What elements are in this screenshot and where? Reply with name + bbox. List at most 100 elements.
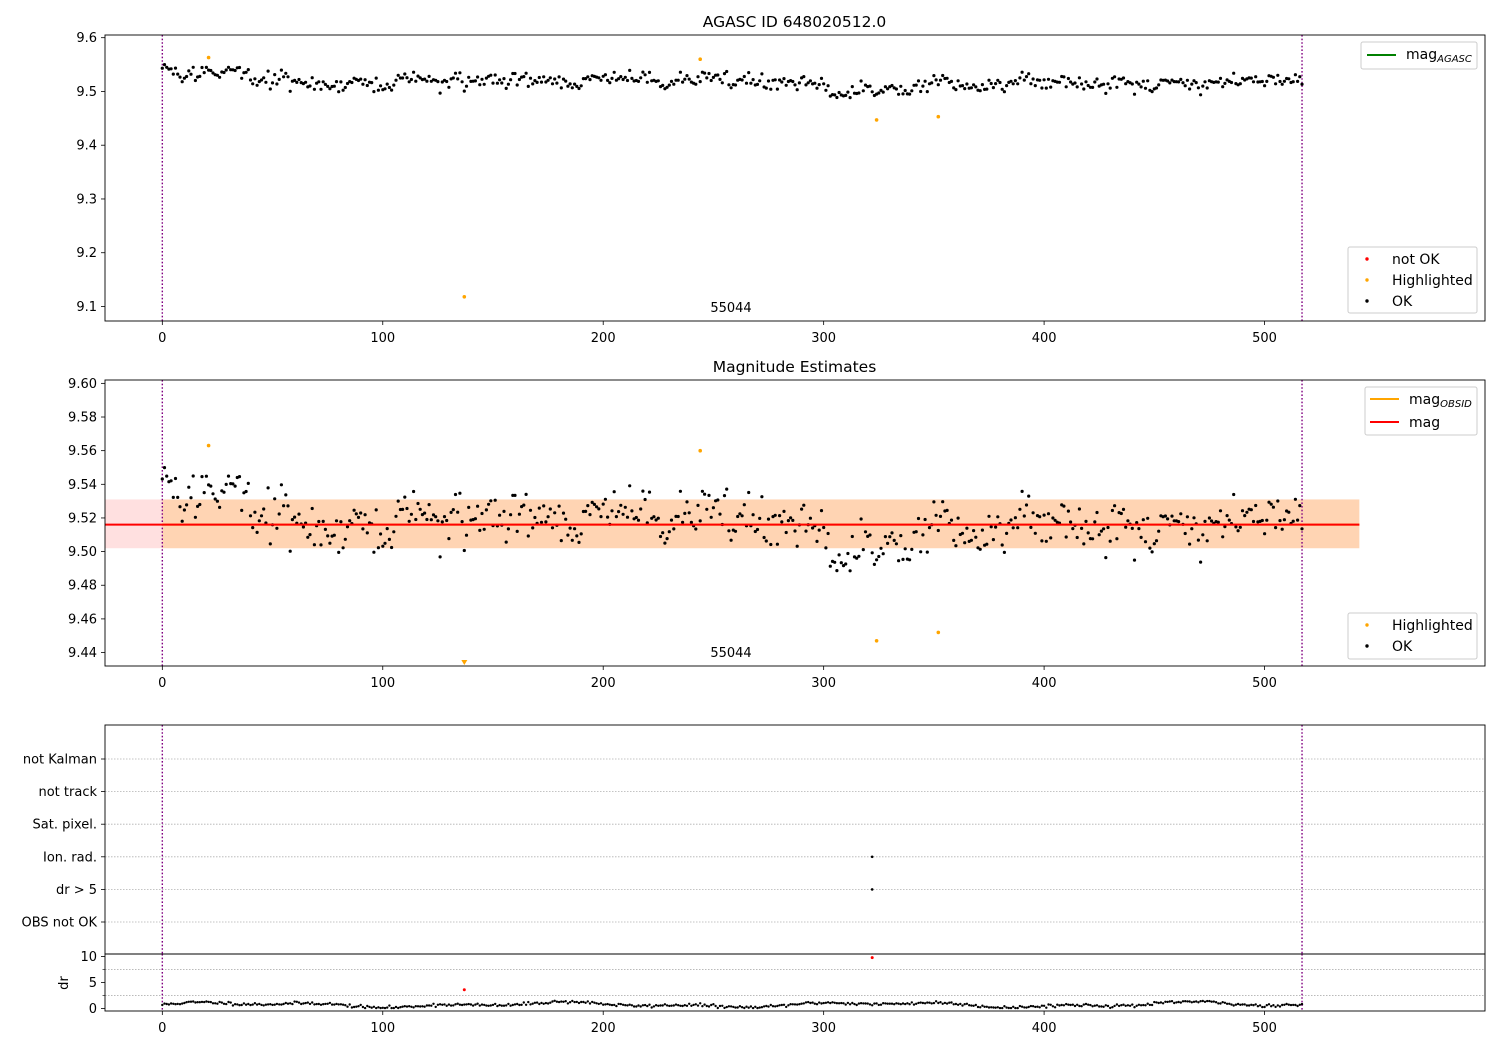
magnitude-ok-point	[339, 520, 343, 524]
agasc-ok-point	[1121, 76, 1126, 80]
dr-ok-point	[319, 1003, 323, 1006]
agasc-ok-point	[573, 82, 577, 86]
dr-ok-point	[438, 1003, 442, 1006]
agasc-ok-point	[506, 82, 510, 86]
magnitude-ok-point	[698, 519, 702, 523]
magnitude-ok-point	[1240, 509, 1245, 513]
dr-ok-point	[324, 1002, 327, 1006]
agasc-ok-point	[599, 78, 603, 82]
magnitude-ok-point	[577, 540, 581, 545]
magnitude-ok-point	[725, 487, 729, 491]
dr-ok-point	[677, 1004, 680, 1007]
dr-notok-point	[870, 956, 874, 960]
dr-ok-point	[950, 1001, 953, 1004]
dr-ok-point	[555, 1000, 559, 1003]
flags-category-label: not Kalman	[23, 753, 97, 768]
magnitude-ok-point	[321, 519, 325, 524]
agasc-ok-point	[409, 77, 413, 82]
magnitude-ok-point	[511, 493, 515, 497]
magnitude-ok-point	[727, 529, 731, 533]
magnitude-ok-point	[456, 510, 460, 514]
agasc-ok-point	[1161, 78, 1165, 82]
magnitude-ok-point	[925, 550, 929, 554]
agasc-ok-point	[372, 90, 376, 94]
agasc-ok-point	[985, 87, 989, 91]
agasc-ok-point	[1046, 77, 1051, 81]
magnitude-ok-point	[848, 569, 852, 573]
agasc-ok-point	[517, 77, 522, 82]
dr-ok-point	[551, 1000, 554, 1003]
magnitude-ok-point	[409, 512, 413, 516]
agasc-ok-point	[1000, 87, 1004, 91]
dr-ok-point	[626, 1004, 629, 1007]
agasc-ok-point	[725, 69, 729, 74]
dr-ok-point	[632, 1005, 636, 1008]
magnitude-ok-point	[376, 546, 380, 550]
dr-ok-point	[1168, 1000, 1172, 1003]
magnitude-y-tick-label: 9.44	[68, 646, 97, 661]
agasc-ok-point	[1276, 73, 1280, 77]
dr-ok-point	[1148, 1003, 1152, 1007]
agasc-ok-point	[418, 76, 422, 80]
flags-axes: not Kalman not track Sat. pixel. Ion. rad. d…	[22, 724, 1486, 955]
dr-ok-point	[247, 1002, 250, 1006]
dr-ok-point	[736, 1006, 739, 1009]
magnitude-ok-point	[636, 518, 641, 522]
agasc-ok-point	[998, 80, 1002, 85]
agasc-ok-point	[857, 91, 861, 95]
dr-ok-point	[441, 1003, 444, 1006]
agasc-ok-point	[396, 73, 400, 77]
agasc-ok-point	[1031, 77, 1035, 81]
dr-ok-point	[505, 1004, 508, 1007]
agasc-ok-point	[535, 80, 539, 84]
magnitude-x-tick-label: 500	[1252, 676, 1277, 691]
dr-ok-point	[207, 1000, 210, 1004]
agasc-ok-point	[625, 78, 630, 83]
magnitude-ok-point	[434, 515, 438, 519]
dr-ok-point	[670, 1004, 673, 1007]
dr-ok-point	[419, 1005, 422, 1008]
magnitude-ok-point	[1000, 543, 1004, 547]
agasc-ok-point	[1154, 86, 1159, 90]
agasc-ok-point	[1296, 79, 1300, 83]
dr-ok-point	[674, 1003, 678, 1006]
dr-ok-point	[573, 1000, 576, 1004]
magnitude-ok-point	[1135, 521, 1139, 525]
dr-ok-point	[1221, 1001, 1224, 1004]
magnitude-ok-point	[793, 529, 797, 533]
agasc-ok-point	[319, 87, 323, 91]
agasc-ok-point	[749, 81, 753, 85]
agasc-ok-point	[498, 78, 502, 82]
dr-ok-point	[269, 1003, 272, 1006]
agasc-ok-point	[425, 79, 429, 83]
magnitude-legend-highlighted-marker	[1365, 623, 1369, 627]
dr-ok-point	[996, 1006, 999, 1009]
magnitude-ok-point	[1205, 539, 1209, 543]
agasc-ok-point	[623, 75, 627, 79]
dr-ok-point	[776, 1004, 779, 1008]
dr-ok-point	[582, 1000, 585, 1004]
agasc-ok-point	[345, 81, 350, 86]
agasc-ok-point	[1084, 80, 1088, 84]
magnitude-ok-point	[173, 476, 178, 481]
agasc-ok-point	[780, 80, 784, 84]
agasc-ok-point	[1106, 82, 1110, 86]
agasc-ok-point	[815, 86, 819, 90]
agasc-ok-point	[784, 83, 788, 87]
magnitude-ok-point	[553, 511, 557, 515]
dr-ok-point	[317, 1002, 320, 1006]
dr-ok-point	[1126, 1004, 1130, 1007]
agasc-ok-point	[326, 84, 330, 88]
dr-ok-point	[425, 1004, 429, 1007]
dr-ok-point	[348, 1003, 351, 1006]
dr-ok-point	[214, 1002, 217, 1005]
agasc-ok-point	[769, 87, 773, 91]
dr-ok-point	[271, 1003, 274, 1007]
dr-ok-point	[945, 1002, 949, 1005]
magnitude-ok-point	[654, 518, 658, 522]
magnitude-ok-point	[1115, 537, 1119, 541]
agasc-ok-point	[619, 75, 623, 79]
agasc-frame	[104, 34, 1486, 322]
magnitude-ok-point	[246, 481, 250, 485]
dr-ok-point	[1252, 1004, 1255, 1007]
